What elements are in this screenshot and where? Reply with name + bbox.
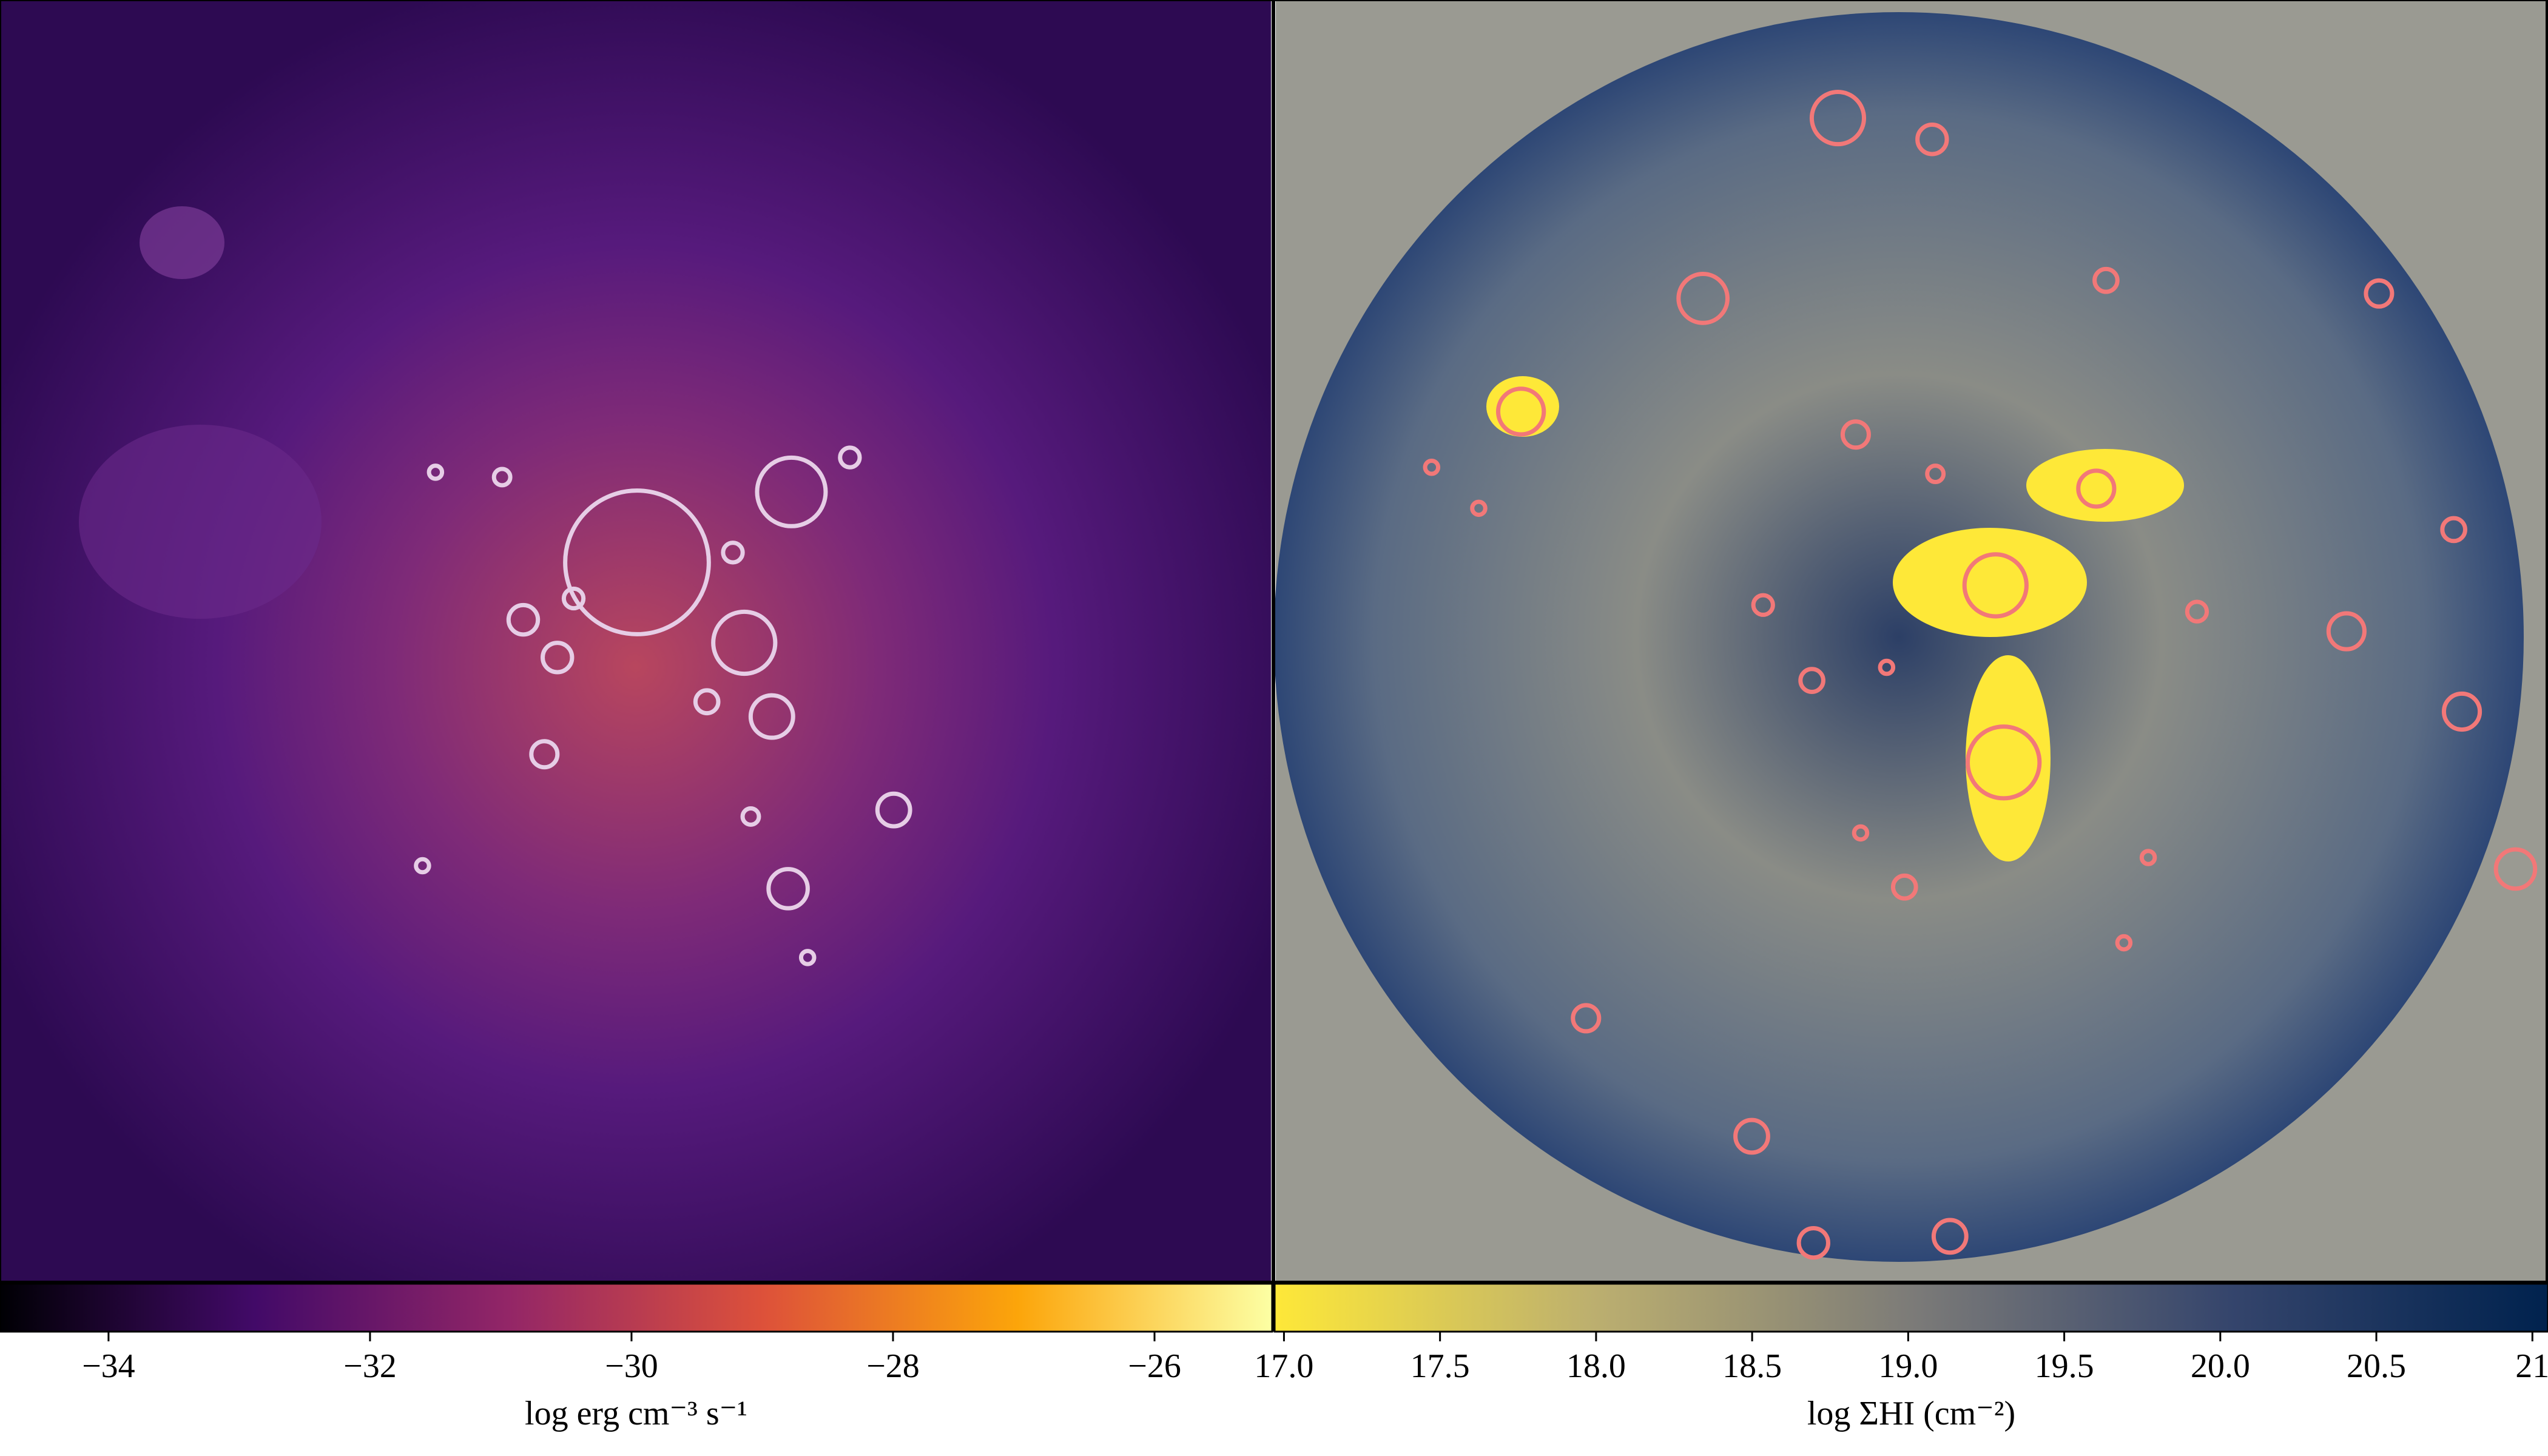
region-circle [563, 488, 711, 636]
region-circle [529, 739, 560, 770]
region-circle [2493, 847, 2538, 891]
region-circle [491, 467, 513, 488]
region-circle [1751, 593, 1775, 617]
tick-label: 19.0 [1878, 1347, 1938, 1385]
region-circle [1676, 272, 1730, 325]
colorbar [0, 1282, 1273, 1333]
tick-label: 18.0 [1566, 1347, 1626, 1385]
source-circles [414, 90, 2538, 1260]
region-circle [2076, 468, 2117, 509]
colorbar-label: log erg cm⁻³ s⁻¹ [525, 1395, 747, 1432]
right-panel [1274, 0, 2548, 1282]
region-circle [1962, 552, 2029, 619]
region-circle [875, 791, 912, 829]
region-circle [1470, 499, 1488, 517]
region-circle [1571, 1003, 1602, 1034]
region-circle [1796, 1225, 1830, 1260]
region-circle [1965, 724, 2042, 801]
region-circle [721, 541, 745, 565]
region-circle [1423, 459, 1441, 476]
tick-label: −32 [343, 1347, 397, 1385]
region-circle [1852, 824, 1870, 842]
region-circle [414, 857, 431, 875]
region-circle [798, 949, 817, 966]
tick-label: 18.5 [1722, 1347, 1782, 1385]
region-circle [2440, 516, 2467, 544]
region-circle [740, 806, 761, 827]
region-circle [838, 445, 862, 470]
tick-label: −34 [82, 1347, 135, 1385]
region-circle [426, 463, 445, 481]
region-circle [561, 586, 586, 611]
region-circle [2441, 691, 2482, 732]
tick-label: 20.0 [2191, 1347, 2250, 1385]
left-panel [0, 0, 1271, 1282]
region-circle [2115, 934, 2133, 952]
region-circle [755, 455, 828, 528]
region-circle [506, 602, 541, 637]
region-circle [2364, 278, 2395, 309]
tick-label: −30 [605, 1347, 658, 1385]
region-circle [1925, 463, 1946, 485]
region-circle [1931, 1218, 1969, 1255]
region-circle [2139, 849, 2157, 866]
colorbar-label: log ΣHI (cm⁻²) [1807, 1395, 2015, 1432]
region-circle [1915, 123, 1949, 157]
region-circle [693, 688, 721, 716]
region-circle [1495, 386, 1546, 437]
region-circle [748, 693, 795, 740]
region-circle [2326, 611, 2367, 652]
region-circle [2185, 599, 2209, 624]
region-circle [766, 867, 810, 911]
region-circle [1809, 90, 1867, 147]
tick-label: −28 [866, 1347, 920, 1385]
tick-label: 17.5 [1410, 1347, 1470, 1385]
tick-label: 19.5 [2035, 1347, 2094, 1385]
region-circle [1840, 419, 1871, 450]
tick-label: 21 [2515, 1347, 2548, 1385]
tick-label: 17.0 [1254, 1347, 1313, 1385]
region-circle [1733, 1117, 1770, 1155]
colorbar [1273, 1282, 2548, 1333]
tick-label: −26 [1128, 1347, 1181, 1385]
region-circle [1890, 873, 1918, 901]
region-circle [541, 641, 575, 675]
region-circle [2092, 266, 2120, 294]
tick-label: 20.5 [2347, 1347, 2406, 1385]
region-circle [1878, 658, 1896, 676]
region-circle [711, 609, 778, 676]
region-circle [1798, 667, 1825, 694]
